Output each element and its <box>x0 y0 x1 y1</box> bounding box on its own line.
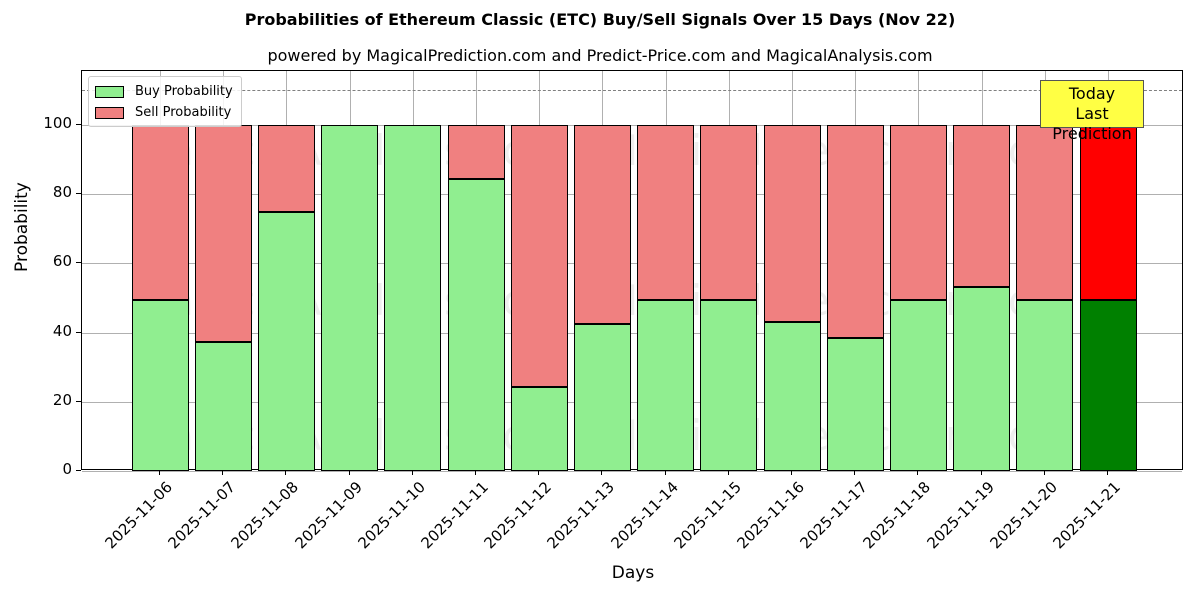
x-tick-label: 2025-11-12 <box>480 478 556 553</box>
bar-sell <box>763 125 821 322</box>
bar-sell <box>510 125 568 387</box>
x-axis-label: Days <box>611 563 655 583</box>
y-tick-mark <box>76 124 81 125</box>
x-tick-label: 2025-11-14 <box>607 478 682 553</box>
x-tick-label: 2025-11-21 <box>1049 478 1124 553</box>
x-tick-mark <box>159 470 160 475</box>
x-tick-label: 2025-11-11 <box>417 478 492 553</box>
bar-buy <box>510 386 568 471</box>
bar-buy <box>321 125 379 471</box>
bar-buy <box>763 321 821 471</box>
y-tick-mark <box>76 470 81 471</box>
x-tick-label: 2025-11-10 <box>354 478 429 553</box>
bar-buy <box>447 179 505 471</box>
bar-buy <box>1016 299 1074 471</box>
bar-buy <box>889 299 947 471</box>
bar-sell <box>1016 125 1074 300</box>
bar-sell <box>573 125 631 325</box>
bar-sell <box>1079 125 1137 300</box>
x-tick-label: 2025-11-20 <box>986 478 1061 553</box>
buy-swatch-icon <box>95 85 124 98</box>
y-tick-label: 60 <box>52 252 72 271</box>
sell-swatch-icon <box>95 106 124 119</box>
x-tick-mark <box>601 470 603 475</box>
bar-sell <box>131 125 189 300</box>
x-tick-mark <box>1107 470 1108 475</box>
grid-line-h <box>82 194 1182 196</box>
grid-line-h <box>82 263 1182 265</box>
x-tick-label: 2025-11-06 <box>101 478 176 553</box>
x-tick-mark <box>664 470 666 475</box>
x-tick-mark <box>538 470 540 475</box>
reference-line <box>82 90 1182 92</box>
bar-buy <box>637 299 695 471</box>
x-tick-label: 2025-11-15 <box>670 478 745 553</box>
annotation-line-1: Today <box>1068 84 1116 103</box>
grid-line-h <box>82 332 1182 334</box>
legend-item-sell: Sell Probability <box>95 102 233 123</box>
legend-label-sell: Sell Probability <box>135 105 232 120</box>
y-tick-mark <box>76 262 81 264</box>
y-tick-mark <box>76 193 81 195</box>
bar-buy <box>384 125 442 471</box>
y-tick-label: 100 <box>43 114 72 132</box>
bar-sell <box>257 125 315 212</box>
grid-line-h <box>82 401 1182 403</box>
bar-buy <box>131 299 189 471</box>
legend-label-buy: Buy Probability <box>135 84 233 99</box>
legend-item-buy: Buy Probability <box>95 81 233 102</box>
x-tick-mark <box>348 470 350 475</box>
annotation-line-2: Last Prediction <box>1052 104 1132 143</box>
x-tick-mark <box>411 470 413 475</box>
bar-sell <box>953 125 1011 287</box>
bar-buy <box>1079 299 1137 471</box>
bar-sell <box>889 125 947 300</box>
y-tick-label: 20 <box>52 390 72 409</box>
bar-sell <box>826 125 884 338</box>
bar-buy <box>573 324 631 471</box>
x-tick-mark <box>222 470 224 475</box>
bar-buy <box>194 341 252 471</box>
bar-buy <box>826 337 884 471</box>
today-annotation: Today Last Prediction <box>1040 80 1144 143</box>
y-axis-label: Probability <box>12 182 32 272</box>
x-tick-label: 2025-11-18 <box>859 478 935 553</box>
bar-sell <box>637 125 695 300</box>
plot-area: MagicalAnalysis.comMagicalPrediction.com… <box>81 70 1183 472</box>
y-tick-label: 80 <box>52 183 72 202</box>
x-tick-label: 2025-11-07 <box>164 478 240 553</box>
y-tick-mark <box>76 331 81 333</box>
legend: Buy Probability Sell Probability <box>88 76 242 127</box>
x-tick-label: 2025-11-09 <box>291 478 366 553</box>
x-tick-mark <box>727 470 729 475</box>
bar-buy <box>257 211 315 471</box>
x-tick-mark <box>791 470 792 475</box>
grid-line-h <box>82 125 1182 126</box>
x-tick-label: 2025-11-19 <box>923 478 998 553</box>
x-tick-label: 2025-11-17 <box>796 478 872 553</box>
bar-buy <box>700 299 758 471</box>
bar-sell <box>194 125 252 342</box>
x-tick-mark <box>854 470 856 475</box>
x-tick-label: 2025-11-08 <box>227 478 303 553</box>
y-tick-label: 0 <box>62 460 72 478</box>
bar-buy <box>953 286 1011 471</box>
x-tick-label: 2025-11-16 <box>733 478 808 553</box>
x-tick-mark <box>1043 470 1045 475</box>
x-tick-mark <box>475 470 476 475</box>
x-tick-mark <box>980 470 982 475</box>
x-tick-label: 2025-11-13 <box>543 478 619 553</box>
chart-subtitle: powered by MagicalPrediction.com and Pre… <box>267 46 933 65</box>
bar-sell <box>700 125 758 300</box>
y-tick-mark <box>76 400 81 402</box>
chart-title: Probabilities of Ethereum Classic (ETC) … <box>244 10 956 29</box>
grid-line-h <box>82 471 1182 472</box>
x-tick-mark <box>917 470 919 475</box>
bar-sell <box>447 125 505 180</box>
y-tick-label: 40 <box>52 321 72 340</box>
x-tick-mark <box>285 470 287 475</box>
